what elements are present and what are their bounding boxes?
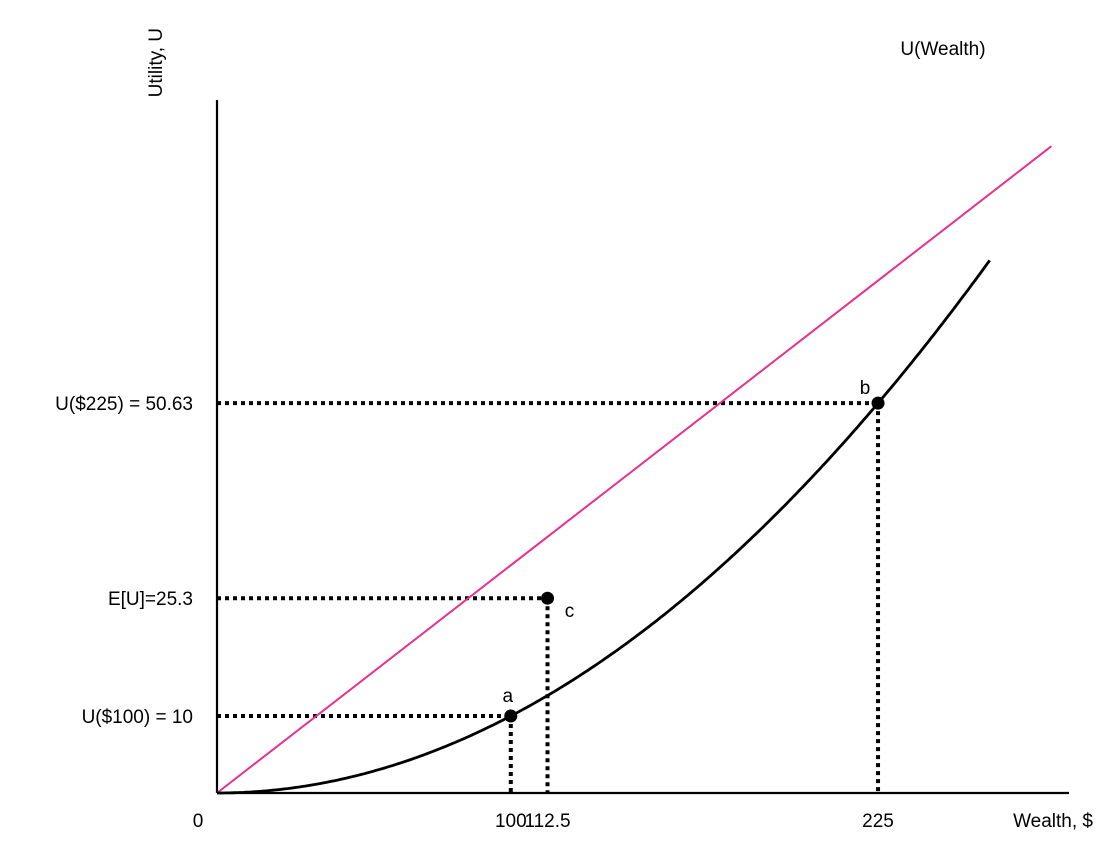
x-tick-label: 112.5 xyxy=(524,811,570,832)
point-label-c: c xyxy=(565,601,575,622)
point-label-a: a xyxy=(503,686,514,707)
point-b xyxy=(871,396,885,410)
x-tick-label: 100 xyxy=(495,811,527,832)
point-label-b: b xyxy=(860,378,871,399)
x-axis-label: Wealth, $ xyxy=(1013,811,1093,832)
point-c xyxy=(541,591,555,605)
curve-label: U(Wealth) xyxy=(900,39,985,60)
utility-curve xyxy=(217,259,991,795)
guide-lines xyxy=(217,401,881,793)
points: a b c xyxy=(503,378,885,723)
point-a xyxy=(504,709,518,723)
x-tick-label: 225 xyxy=(862,811,894,832)
y-tick-label: U($100) = 10 xyxy=(82,707,193,728)
y-tick-label: E[U]=25.3 xyxy=(108,589,193,610)
y-axis-label: Utility, U xyxy=(146,28,167,97)
x-tick-label: 0 xyxy=(193,811,204,832)
y-tick-label: U($225) = 50.63 xyxy=(55,394,193,415)
y-tick-labels: U($100) = 10 E[U]=25.3 U($225) = 50.63 xyxy=(55,394,193,728)
straight-line xyxy=(216,145,1053,794)
